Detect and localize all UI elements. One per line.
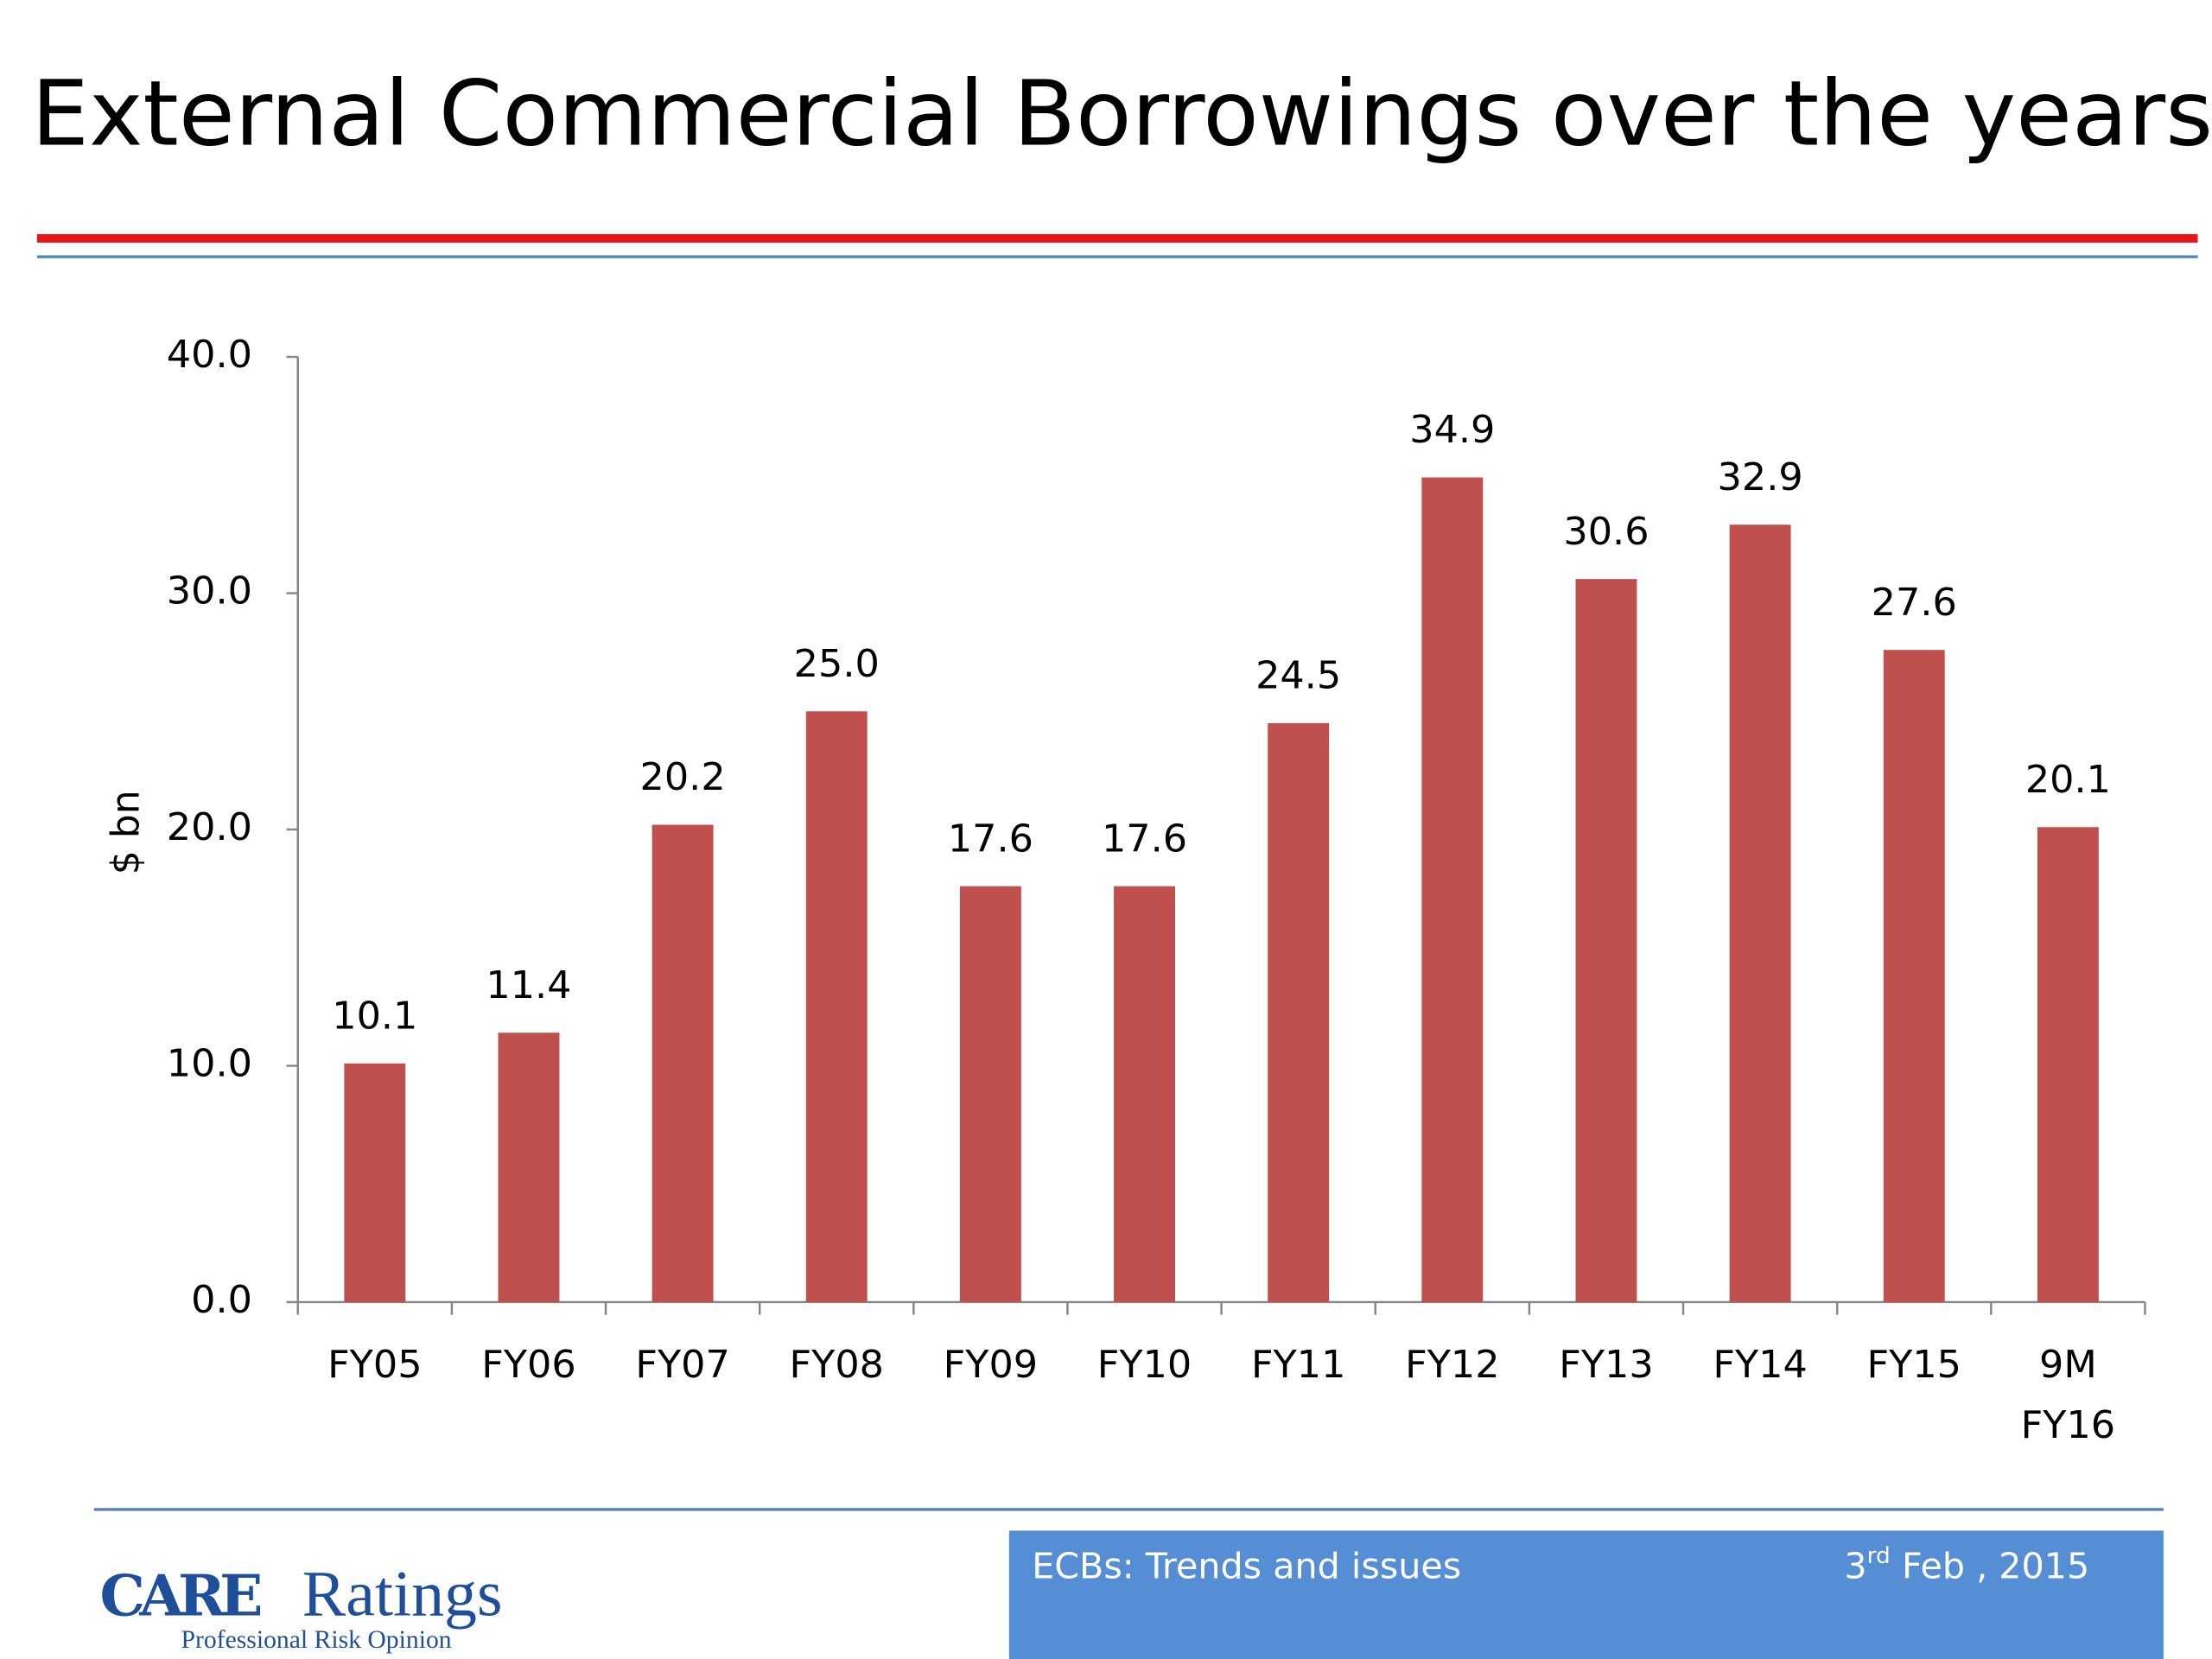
x-tick-label: FY13: [1559, 1343, 1653, 1387]
data-label: 17.6: [1102, 817, 1187, 861]
x-tick-label: FY09: [944, 1343, 1038, 1387]
bar: [1421, 477, 1484, 1302]
logo: CARE Ratings Professional Risk Opinion: [99, 1559, 502, 1654]
data-label: 30.6: [1563, 510, 1649, 554]
y-tick-label: 0.0: [191, 1278, 252, 1322]
slide-title: External Commercial Borrowings over the …: [31, 61, 2212, 166]
date-suffix: rd: [1867, 1542, 1891, 1568]
data-label: 24.5: [1255, 654, 1341, 698]
bar: [1114, 886, 1175, 1302]
footer-date: 3rd Feb , 2015: [1844, 1542, 2089, 1586]
logo-tagline: Professional Risk Opinion: [181, 1626, 451, 1654]
data-label: 20.2: [640, 755, 726, 799]
bar: [959, 886, 1021, 1302]
bar: [498, 1033, 560, 1302]
bar: [1883, 650, 1945, 1302]
x-tick-label: FY11: [1251, 1343, 1345, 1387]
x-tick-label: FY12: [1405, 1343, 1499, 1387]
bar: [1268, 722, 1330, 1302]
bar: [1575, 579, 1637, 1302]
x-tick-label: FY07: [635, 1343, 729, 1387]
x-tick-label: FY06: [481, 1343, 575, 1387]
date-day: 3: [1844, 1546, 1866, 1587]
title-rule-blue: [36, 255, 2198, 258]
x-tick-label: FY10: [1097, 1343, 1192, 1387]
data-label: 27.6: [1872, 581, 1957, 625]
bar: [1729, 524, 1791, 1302]
data-label: 34.9: [1409, 408, 1495, 452]
x-tick-label: FY14: [1713, 1343, 1807, 1387]
logo-name: Ratings: [302, 1559, 503, 1630]
bar: [805, 711, 868, 1302]
y-tick-label: 10.0: [167, 1042, 252, 1086]
data-label: 10.1: [332, 995, 417, 1039]
footer-title: ECBs: Trends and issues: [1032, 1546, 1461, 1587]
y-tick-label: 40.0: [167, 333, 252, 377]
bar: [2037, 827, 2099, 1302]
x-tick-label: FY15: [1867, 1343, 1961, 1387]
y-tick-label: 20.0: [167, 805, 252, 849]
data-label: 20.1: [2025, 758, 2111, 802]
y-axis-label: $ bn: [104, 790, 148, 874]
x-tick-label: FY05: [327, 1343, 422, 1387]
data-label: 25.0: [794, 642, 880, 686]
x-tick-label: FY08: [790, 1343, 884, 1387]
bar: [652, 824, 714, 1302]
footer-box: [1008, 1530, 2164, 1659]
footer-rule: [93, 1508, 2164, 1511]
data-label: 17.6: [948, 817, 1033, 861]
title-rule-red: [36, 234, 2198, 243]
plot: 0.0 10.0 20.0 30.0 40.0 FY05 10.1 FY06 11.4 FY07 2…: [167, 333, 2146, 1447]
x-tick-label-line: 9M: [2039, 1343, 2097, 1387]
x-tick-label: 9M FY16: [2021, 1343, 2115, 1447]
x-tick-label-line: FY16: [2021, 1403, 2115, 1447]
data-label: 11.4: [486, 963, 571, 1007]
data-label: 32.9: [1718, 455, 1803, 499]
bar: [344, 1063, 406, 1302]
logo-mark: CARE: [99, 1563, 260, 1630]
y-tick-label: 30.0: [167, 569, 252, 613]
date-rest: Feb , 2015: [1902, 1546, 2089, 1587]
